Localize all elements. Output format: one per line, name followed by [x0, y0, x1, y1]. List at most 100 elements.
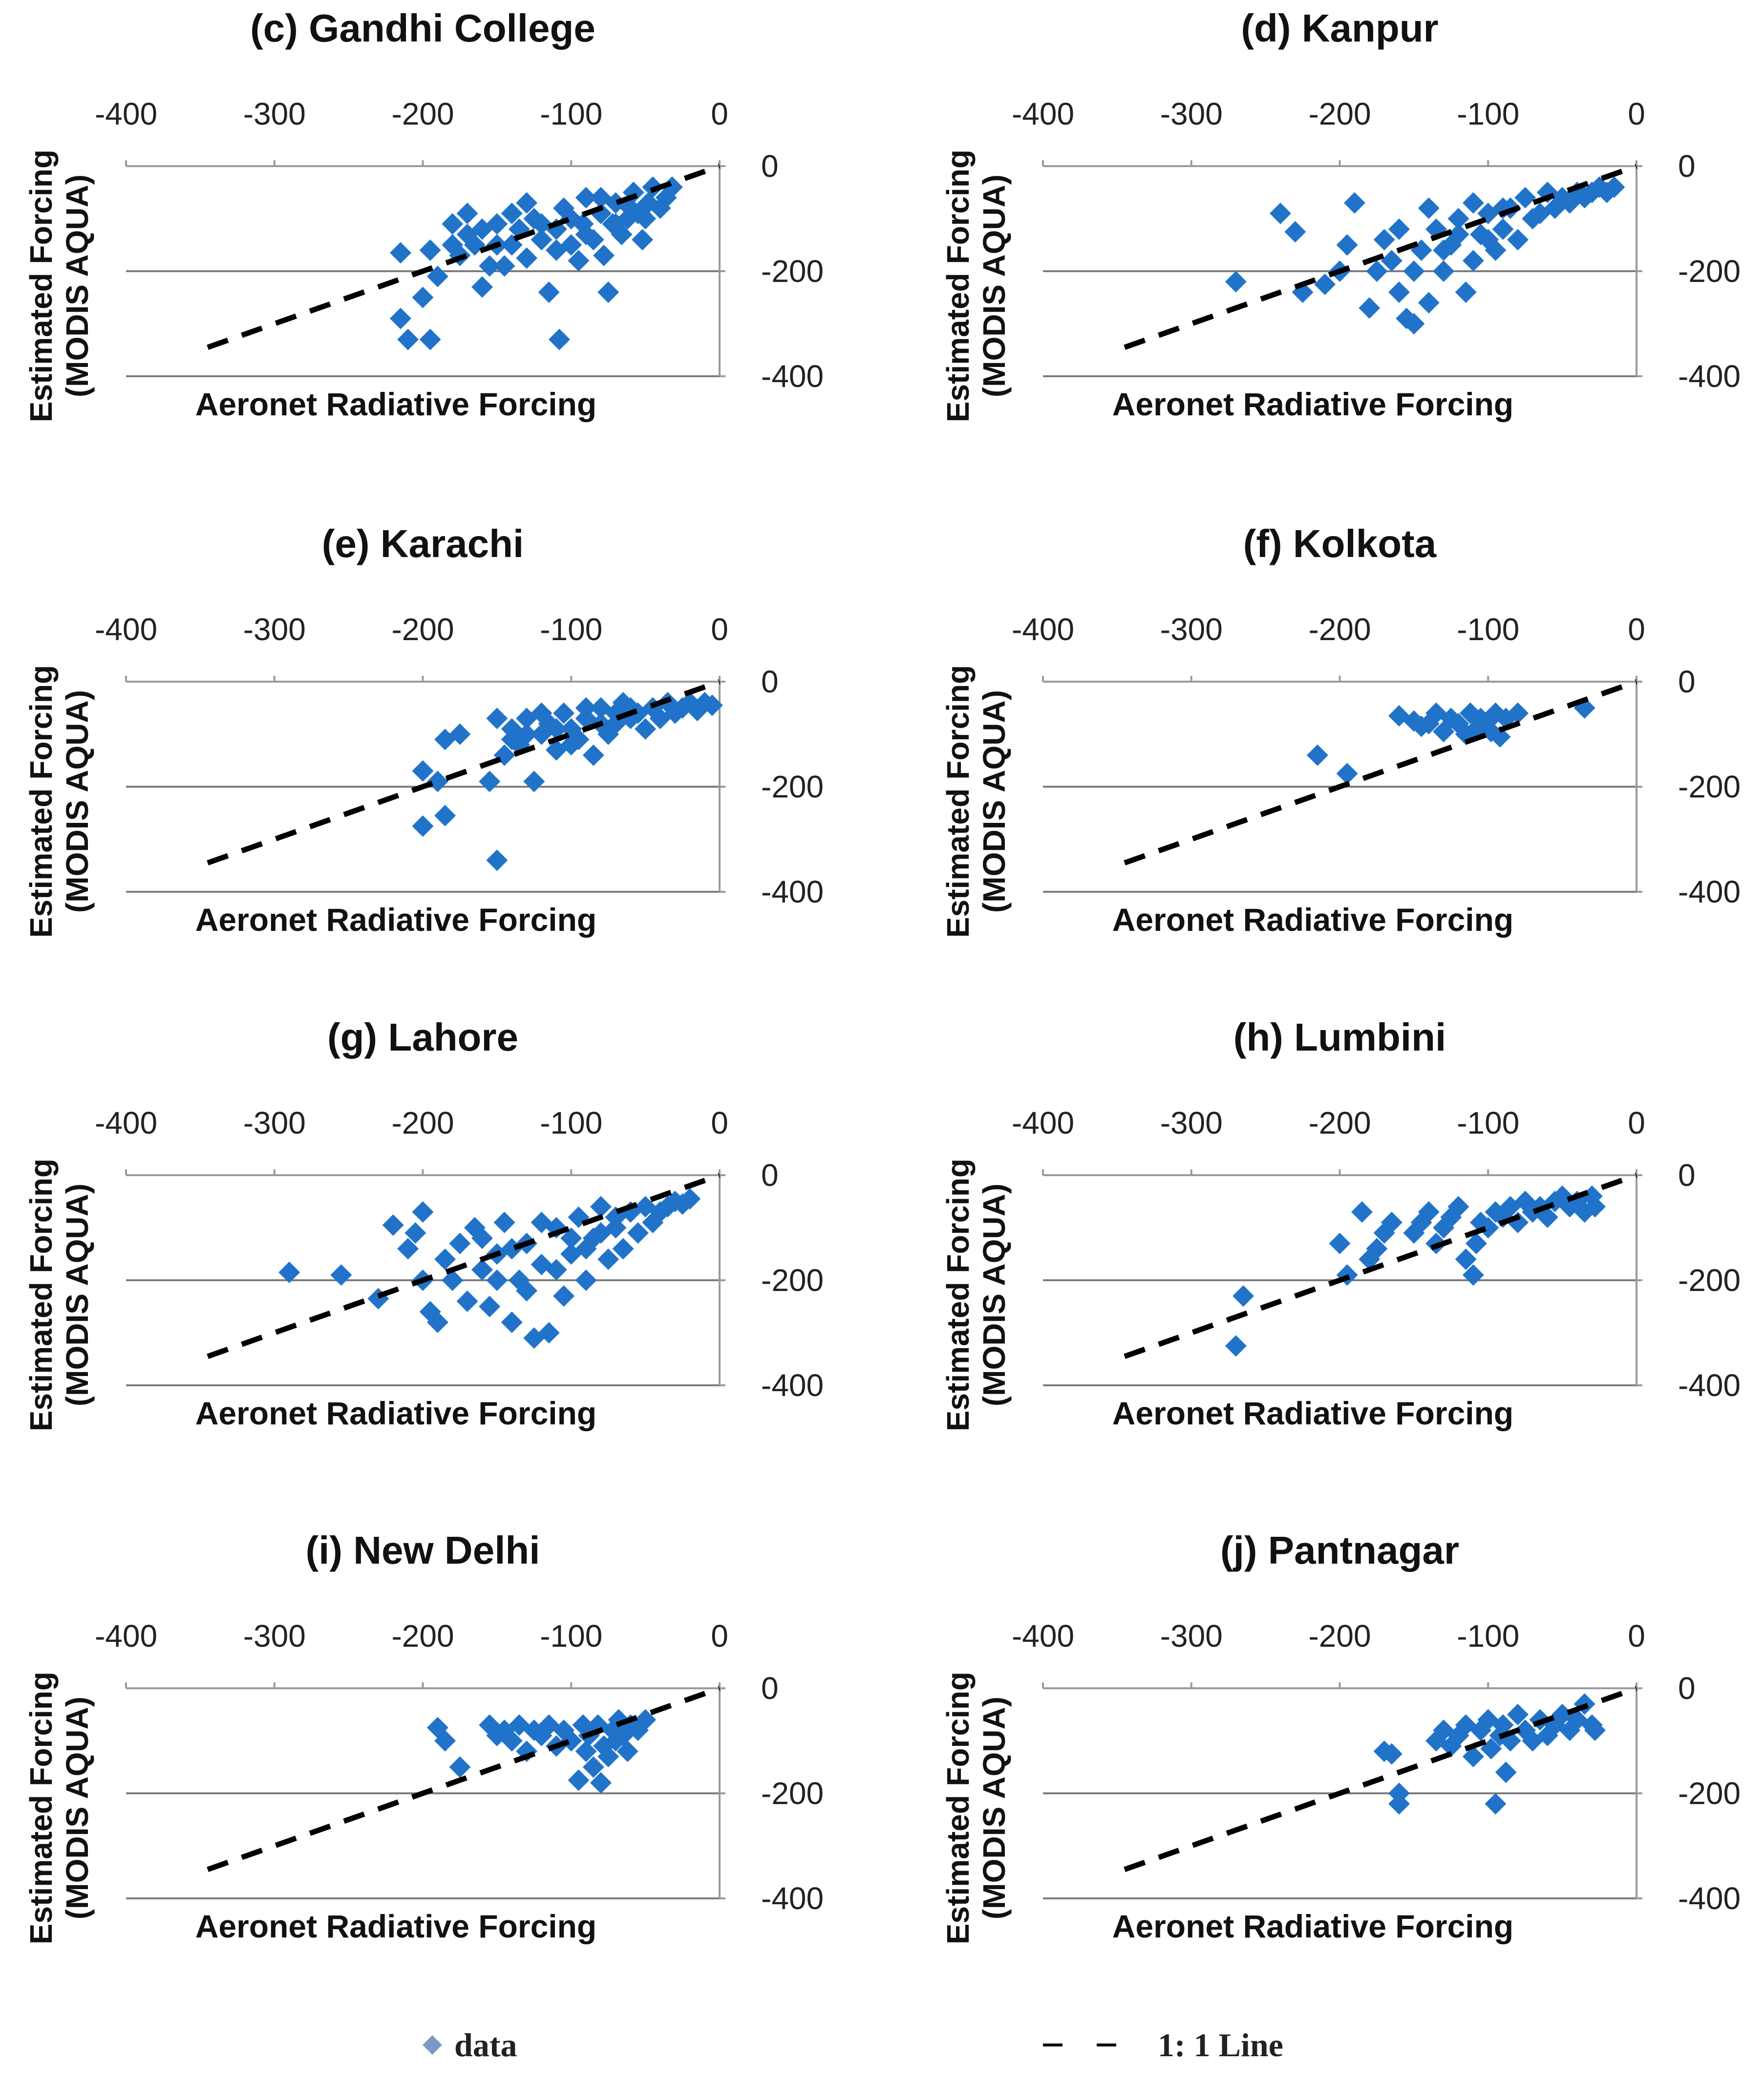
- data-point: [1507, 1703, 1529, 1725]
- y-axis-label-line: Estimated Forcing: [23, 150, 59, 422]
- data-point: [1306, 744, 1328, 766]
- data-point: [1492, 1714, 1514, 1736]
- data-point: [616, 1741, 638, 1762]
- chart-panel: (c) Gandhi College -400 -300 -200 -100 00 -200…: [23, 6, 824, 422]
- y-axis-label-line: Estimated Forcing: [940, 665, 976, 938]
- x-axis-label: Aeronet Radiative Forcing: [195, 1395, 597, 1431]
- data-point: [1514, 187, 1536, 209]
- data-point: [501, 202, 523, 224]
- y-tick-label: -200: [1678, 1263, 1741, 1298]
- data-point: [479, 1295, 501, 1317]
- y-tick-label: -400: [1678, 359, 1741, 394]
- data-point: [397, 328, 419, 350]
- data-point: [597, 1745, 619, 1767]
- x-tick-label: 0: [711, 1105, 728, 1140]
- x-tick-label: -200: [391, 612, 454, 647]
- data-point: [1381, 1211, 1403, 1233]
- data-point: [501, 1730, 523, 1752]
- data-point: [1485, 1793, 1507, 1815]
- x-tick-label: -300: [1160, 1105, 1223, 1140]
- data-point: [449, 1756, 471, 1778]
- x-axis-label: Aeronet Radiative Forcing: [1112, 1395, 1514, 1431]
- data-point: [531, 213, 553, 235]
- data-point: [627, 1222, 649, 1244]
- data-point: [575, 697, 597, 719]
- x-tick-label: -200: [1308, 96, 1371, 131]
- y-axis-label-line: Estimated Forcing: [23, 665, 59, 938]
- data-point: [426, 771, 448, 793]
- data-point: [1462, 1745, 1484, 1767]
- data-point: [1403, 260, 1425, 282]
- chart-title: (e) Karachi: [322, 522, 524, 565]
- legend-data-label: data: [454, 2026, 517, 2064]
- x-axis-label: Aeronet Radiative Forcing: [195, 386, 597, 422]
- data-point: [1418, 1201, 1440, 1223]
- data-point: [434, 1730, 456, 1752]
- one-to-one-line: [1124, 1685, 1637, 1872]
- data-point: [1603, 176, 1625, 198]
- data-point: [426, 1312, 448, 1333]
- data-point: [1388, 281, 1410, 303]
- data-point: [412, 286, 434, 308]
- x-tick-label: -400: [95, 1105, 157, 1140]
- data-point: [582, 1756, 604, 1778]
- x-tick-label: -200: [391, 96, 454, 131]
- data-point: [701, 694, 723, 716]
- x-tick-label: -400: [1012, 612, 1074, 647]
- data-point: [661, 176, 683, 198]
- one-to-one-line: [207, 163, 721, 350]
- x-tick-label: 0: [1628, 1618, 1645, 1654]
- data-point: [612, 1238, 634, 1260]
- y-tick-label: -400: [761, 359, 824, 394]
- y-axis-label: Estimated Forcing (MODIS AQUA): [940, 665, 1012, 938]
- y-tick-label: -400: [761, 1368, 824, 1403]
- x-tick-label: 0: [1628, 612, 1645, 647]
- chart-panel: (d) Kanpur -400 -300 -200 -100 00 -200 -400 Aero…: [940, 6, 1741, 422]
- x-tick-label: 0: [1628, 96, 1645, 131]
- data-point: [471, 218, 493, 240]
- data-point: [434, 1248, 456, 1270]
- data-point: [548, 328, 570, 350]
- y-axis-label-line: (MODIS AQUA): [977, 174, 1012, 397]
- data-point: [389, 242, 411, 264]
- one-to-one-line: [1124, 163, 1637, 350]
- data-point: [1336, 234, 1358, 256]
- y-axis-label-line: (MODIS AQUA): [60, 174, 95, 397]
- data-point: [590, 187, 612, 209]
- y-tick-label: 0: [1678, 664, 1696, 699]
- x-axis-label: Aeronet Radiative Forcing: [1112, 902, 1514, 938]
- data-point: [545, 1259, 567, 1281]
- data-point: [635, 208, 657, 230]
- y-axis-label-line: (MODIS AQUA): [60, 1697, 95, 1919]
- data-point: [538, 1322, 560, 1344]
- data-point: [560, 1227, 582, 1249]
- data-point: [479, 771, 501, 793]
- data-point: [568, 250, 590, 272]
- data-point: [449, 723, 471, 745]
- x-tick-label: -400: [95, 1618, 157, 1654]
- chart-title: (c) Gandhi College: [250, 6, 595, 50]
- y-axis-label: Estimated Forcing (MODIS AQUA): [940, 1672, 1012, 1944]
- data-point: [523, 771, 545, 793]
- data-point: [575, 187, 597, 209]
- data-point: [1314, 273, 1336, 295]
- data-point: [545, 718, 567, 740]
- data-point: [404, 1222, 426, 1244]
- data-point: [605, 213, 627, 235]
- y-axis-label: Estimated Forcing (MODIS AQUA): [940, 1159, 1012, 1431]
- data-point: [516, 723, 538, 745]
- x-tick-label: -300: [1160, 96, 1223, 131]
- data-point: [575, 1269, 597, 1291]
- y-tick-label: -200: [1678, 1776, 1741, 1811]
- data-point: [1584, 1720, 1606, 1741]
- data-point: [553, 1285, 575, 1307]
- y-tick-label: 0: [761, 1158, 779, 1193]
- data-point: [597, 1248, 619, 1270]
- data-point: [1233, 1285, 1254, 1307]
- data-point: [575, 1238, 597, 1260]
- data-point: [597, 281, 619, 303]
- data-point: [1462, 192, 1484, 214]
- y-axis-label-line: Estimated Forcing: [940, 1672, 976, 1944]
- legend-data-marker: [423, 2035, 442, 2055]
